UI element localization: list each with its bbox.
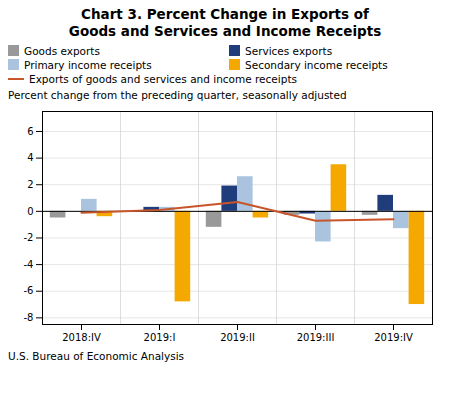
- svg-text:2019:I: 2019:I: [144, 331, 176, 342]
- html-text:Exports of goods and services: Exports of goods and services and income…: [29, 72, 297, 85]
- svg-text:-8: -8: [24, 312, 34, 323]
- html-text:Goods exports: Goods exports: [24, 44, 100, 57]
- svg-text:2: 2: [27, 179, 33, 190]
- svg-text:0: 0: [27, 205, 33, 216]
- html-text:Chart 3. Percent Change in Exp: Chart 3. Percent Change in Exports of Go…: [68, 6, 382, 39]
- html-text:Percent change from the preced: Percent change from the preceding quarte…: [8, 88, 347, 101]
- svg-text:-4: -4: [24, 259, 34, 270]
- svg-text:2019:III: 2019:III: [297, 331, 335, 342]
- svg-text:4: 4: [27, 152, 33, 163]
- svg-text:2019:II: 2019:II: [220, 331, 255, 342]
- svg-text:2018:IV: 2018:IV: [62, 331, 101, 342]
- svg-text:-6: -6: [24, 285, 34, 296]
- svg-text:-2: -2: [24, 232, 34, 243]
- svg-text:2019:IV: 2019:IV: [374, 331, 413, 342]
- html-text:Primary income receipts: Primary income receipts: [24, 58, 152, 71]
- svg-text:6: 6: [27, 125, 33, 136]
- html-text:U.S. Bureau of Economic Analys: U.S. Bureau of Economic Analysis: [8, 349, 185, 362]
- html-text:Secondary income receipts: Secondary income receipts: [245, 58, 388, 71]
- html-text:Services exports: Services exports: [245, 44, 333, 57]
